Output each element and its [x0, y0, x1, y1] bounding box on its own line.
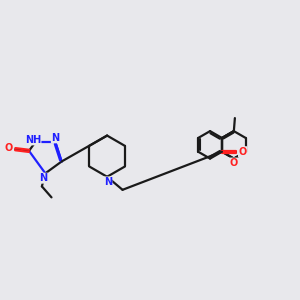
Text: O: O	[4, 143, 13, 154]
Text: NH: NH	[25, 135, 41, 145]
Text: O: O	[230, 158, 238, 168]
Text: N: N	[104, 177, 112, 187]
Text: O: O	[238, 147, 247, 157]
Text: N: N	[40, 173, 48, 183]
Text: N: N	[51, 133, 59, 143]
